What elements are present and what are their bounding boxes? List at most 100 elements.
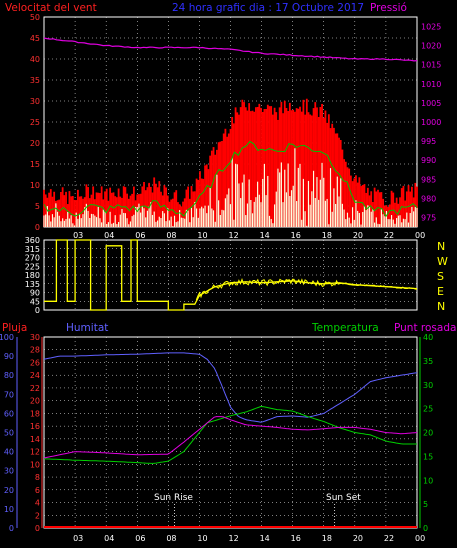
direction-y-tick-label: 360 <box>25 236 40 245</box>
humidity-y-tick-label: 14 <box>30 435 40 444</box>
pressure-y-tick-label: 985 <box>421 175 436 184</box>
temperature-y-tick-label: 5 <box>423 500 428 509</box>
dewpoint-label: Punt rosada <box>394 322 456 334</box>
sunset-label: Sun Set <box>326 493 361 503</box>
bottom-x-tick-label: 22 <box>384 534 394 543</box>
temperature-y-tick-label: 30 <box>423 381 433 390</box>
top-x-tick-label: 22 <box>384 231 394 240</box>
rain-y-tick-label: 50 <box>4 429 14 438</box>
compass-s: S <box>437 270 444 283</box>
temperature-y-tick-label: 35 <box>423 357 433 366</box>
pressure-y-tick-label: 980 <box>421 194 436 203</box>
top-x-tick-label: 00 <box>415 231 425 240</box>
humidity-y-tick-label: 28 <box>30 346 40 355</box>
pressure-title: Pressió <box>370 2 407 14</box>
direction-line <box>44 239 418 311</box>
pressure-y-tick-label: 975 <box>421 213 436 222</box>
direction-plot-frame <box>43 239 418 311</box>
direction-y-tick-label: 135 <box>25 280 40 289</box>
dewpoint-line <box>43 416 418 459</box>
pressure-y-tick-label: 1025 <box>421 23 441 32</box>
humidity-y-tick-label: 30 <box>30 333 40 342</box>
top-x-tick-label: 10 <box>197 231 207 240</box>
sunrise-label: Sun Rise <box>154 493 193 503</box>
top-x-tick-label: 04 <box>104 231 114 240</box>
humidity-label: Humitat <box>66 322 108 334</box>
humidity-y-tick-label: 6 <box>35 486 40 495</box>
pressure-y-tick-label: 990 <box>421 156 436 165</box>
temperature-y-tick-label: 40 <box>423 333 433 342</box>
compass-n-top: N <box>437 240 445 253</box>
rain-y-tick-label: 30 <box>4 467 14 476</box>
wind-y-tick-label: 15 <box>30 160 40 169</box>
temperature-y-tick-label: 0 <box>423 524 428 533</box>
wind-y-tick-label: 50 <box>30 13 40 22</box>
temperature-label: Temperatura <box>311 322 379 334</box>
temperature-y-tick-label: 10 <box>423 476 433 485</box>
compass-n-bottom: N <box>437 300 445 313</box>
direction-y-tick-label: 270 <box>25 254 40 263</box>
bottom-x-tick-label: 14 <box>260 534 270 543</box>
top-x-tick-label: 16 <box>291 231 301 240</box>
temperature-line <box>43 405 417 464</box>
bottom-x-tick-label: 18 <box>322 534 332 543</box>
direction-jitter-line <box>195 278 417 301</box>
direction-y-tick-label: 225 <box>25 262 40 271</box>
wind-y-tick-label: 30 <box>30 97 40 106</box>
humidity-y-tick-label: 24 <box>30 371 40 380</box>
wind-speed-title: Velocitat del vent <box>5 2 97 14</box>
bottom-x-tick-label: 04 <box>104 534 114 543</box>
wind-y-tick-label: 5 <box>35 202 40 211</box>
direction-y-tick-label: 180 <box>25 271 40 280</box>
humidity-y-tick-label: 8 <box>35 473 40 482</box>
rain-y-tick-label: 80 <box>4 371 14 380</box>
rain-y-tick-label: 100 <box>0 333 14 342</box>
rain-label: Pluja <box>2 322 27 334</box>
bottom-x-tick-label: 08 <box>166 534 176 543</box>
rain-y-tick-label: 60 <box>4 409 14 418</box>
pressure-y-tick-label: 1010 <box>421 80 441 89</box>
rain-y-tick-label: 20 <box>4 486 14 495</box>
wind-y-tick-label: 25 <box>30 118 40 127</box>
top-x-tick-label: 03 <box>73 231 83 240</box>
top-x-tick-label: 08 <box>166 231 176 240</box>
humidity-y-tick-label: 0 <box>35 524 40 533</box>
wind-y-tick-label: 20 <box>30 139 40 148</box>
bottom-x-tick-label: 16 <box>291 534 301 543</box>
rain-y-tick-label: 70 <box>4 390 14 399</box>
top-x-tick-label: 18 <box>322 231 332 240</box>
temperature-y-tick-label: 15 <box>423 452 433 461</box>
rain-y-tick-label: 10 <box>4 505 14 514</box>
direction-y-tick-label: 315 <box>25 245 40 254</box>
direction-y-tick-label: 45 <box>30 297 40 306</box>
bottom-x-tick-label: 20 <box>353 534 363 543</box>
pressure-y-tick-label: 1020 <box>421 42 441 51</box>
bottom-x-tick-label: 03 <box>73 534 83 543</box>
pressure-line <box>43 37 418 62</box>
rain-y-tick-label: 40 <box>4 448 14 457</box>
bottom-x-tick-label: 10 <box>197 534 207 543</box>
wind-average-line <box>43 140 418 218</box>
humidity-y-tick-label: 12 <box>30 448 40 457</box>
temperature-y-tick-label: 25 <box>423 405 433 414</box>
compass-e: E <box>437 285 444 298</box>
bottom-x-tick-label: 00 <box>415 534 425 543</box>
humidity-y-tick-label: 18 <box>30 409 40 418</box>
pressure-y-tick-label: 1000 <box>421 118 441 127</box>
graph-title: 24 hora grafic dia : 17 Octubre 2017 <box>172 2 364 14</box>
pressure-y-tick-label: 1015 <box>421 61 441 70</box>
compass-w: W <box>437 255 448 268</box>
wind-y-tick-label: 35 <box>30 76 40 85</box>
humidity-y-tick-label: 26 <box>30 358 40 367</box>
direction-y-tick-label: 0 <box>35 306 40 315</box>
bottom-x-tick-label: 06 <box>135 534 145 543</box>
top-x-tick-label: 12 <box>229 231 239 240</box>
humidity-y-tick-label: 2 <box>35 511 40 520</box>
rain-y-tick-label: 0 <box>9 524 14 533</box>
pressure-y-tick-label: 1005 <box>421 99 441 108</box>
top-x-tick-label: 20 <box>353 231 363 240</box>
humidity-y-tick-label: 20 <box>30 397 40 406</box>
wind-y-tick-label: 0 <box>35 223 40 232</box>
top-x-tick-label: 06 <box>135 231 145 240</box>
bottom-x-tick-label: 12 <box>229 534 239 543</box>
